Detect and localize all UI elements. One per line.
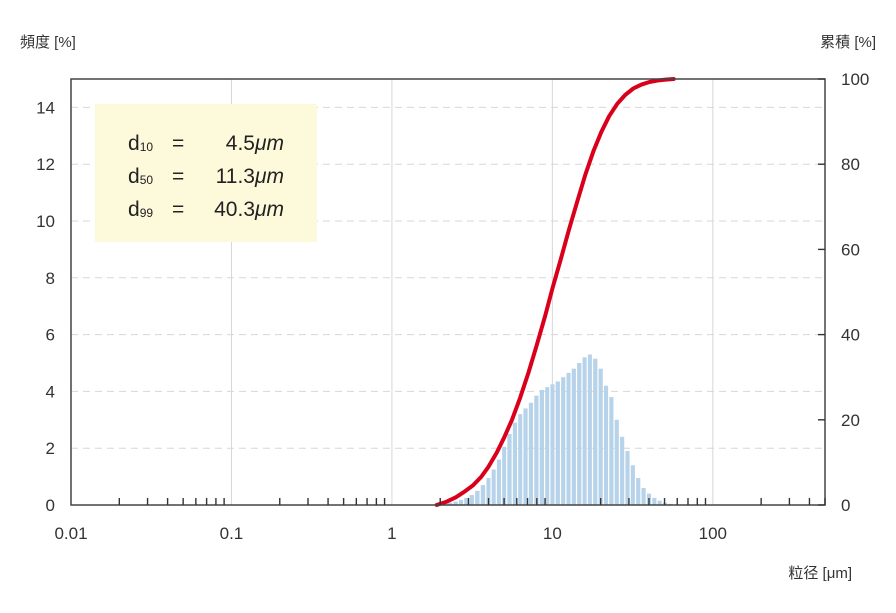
frequency-bar [582, 357, 587, 505]
stat-equals: = [172, 165, 184, 188]
frequency-bar [561, 377, 566, 505]
frequency-bars [441, 354, 673, 505]
frequency-bar [528, 402, 534, 505]
x-tick-label: 0.1 [220, 524, 244, 543]
y-right-tick-label: 0 [841, 496, 850, 515]
frequency-bar [502, 446, 507, 505]
x-tick-label: 0.01 [54, 524, 87, 543]
frequency-bar [598, 368, 603, 505]
x-minor-ticks [118, 498, 826, 505]
frequency-bar [587, 354, 592, 505]
frequency-bar [625, 451, 630, 505]
y-left-tick-label: 2 [46, 439, 55, 458]
y-left-tick-label: 6 [46, 326, 55, 345]
y-left-tick-label: 14 [36, 98, 55, 117]
y-right-tick-label: 40 [841, 326, 860, 345]
statistics-box: d10 = 4.5μm d50 = 11.3μm d99 = 40.3μm [95, 104, 317, 242]
y-left-tick-label: 4 [46, 382, 55, 401]
frequency-bar [447, 502, 453, 505]
stat-equals: = [172, 198, 184, 221]
frequency-bar [459, 499, 464, 505]
plot-frame [70, 78, 826, 506]
y-right-tick-label: 100 [841, 70, 869, 89]
frequency-bar [609, 397, 614, 505]
frequency-bar [577, 363, 582, 505]
stat-name: d99 [128, 198, 153, 221]
frequency-bar [593, 358, 598, 505]
stat-value: 11.3μm [216, 165, 284, 188]
frequency-bar [636, 478, 641, 505]
y-left-tick-label: 12 [36, 155, 55, 174]
frequency-bar [496, 459, 501, 505]
frequency-bar [539, 389, 544, 505]
y-left-tick-label: 8 [46, 269, 55, 288]
frequency-bar [620, 436, 625, 505]
frequency-bar [469, 495, 474, 505]
right-axis-title: 累積 [%] [820, 34, 876, 51]
statistics-box-background [95, 104, 317, 242]
stat-value: 40.3μm [214, 198, 284, 221]
frequency-bar [534, 395, 539, 505]
frequency-bar [641, 487, 646, 505]
stat-name: d10 [128, 132, 153, 155]
frequency-bar [464, 497, 469, 505]
frequency-bar [545, 387, 550, 505]
stat-name: d50 [128, 165, 153, 188]
frequency-bar [550, 384, 555, 505]
x-tick-label: 1 [387, 524, 396, 543]
frequency-bar [486, 478, 491, 505]
stat-value: 4.5μm [226, 132, 284, 155]
x-axis-title: 粒径 [μm] [788, 565, 852, 582]
frequency-bar [630, 465, 635, 505]
x-tick-label: 10 [543, 524, 562, 543]
y-left-tick-label: 0 [46, 496, 55, 515]
frequency-bar [652, 497, 657, 505]
stat-equals: = [172, 132, 184, 155]
frequency-bar [603, 385, 609, 505]
frequency-bar [507, 434, 512, 505]
y-right-tick-label: 60 [841, 240, 860, 259]
frequency-bar [475, 490, 480, 505]
left-axis-title: 頻度 [%] [20, 34, 76, 51]
frequency-bar [523, 408, 528, 505]
frequency-bar [566, 372, 571, 505]
frequency-bar [571, 368, 576, 505]
x-tick-label: 100 [699, 524, 727, 543]
frequency-bar [614, 419, 619, 505]
frequency-bar [657, 500, 662, 505]
frequency-bar [491, 469, 496, 505]
frequency-bar [512, 422, 518, 505]
cumulative-curve-layer [434, 77, 676, 507]
frequency-bar [453, 501, 458, 505]
y-right-tick-label: 20 [841, 411, 860, 430]
frequency-bar [518, 414, 523, 505]
frequency-bar [480, 485, 486, 505]
cumulative-curve [434, 77, 676, 507]
y-left-tick-label: 10 [36, 212, 55, 231]
frequency-bar [555, 381, 560, 505]
y-right-tick-label: 80 [841, 155, 860, 174]
tick-labels: 0.01 0.1 1 10 100 0 2 4 6 8 10 12 14 0 20 40 60 80 100 [36, 70, 869, 543]
